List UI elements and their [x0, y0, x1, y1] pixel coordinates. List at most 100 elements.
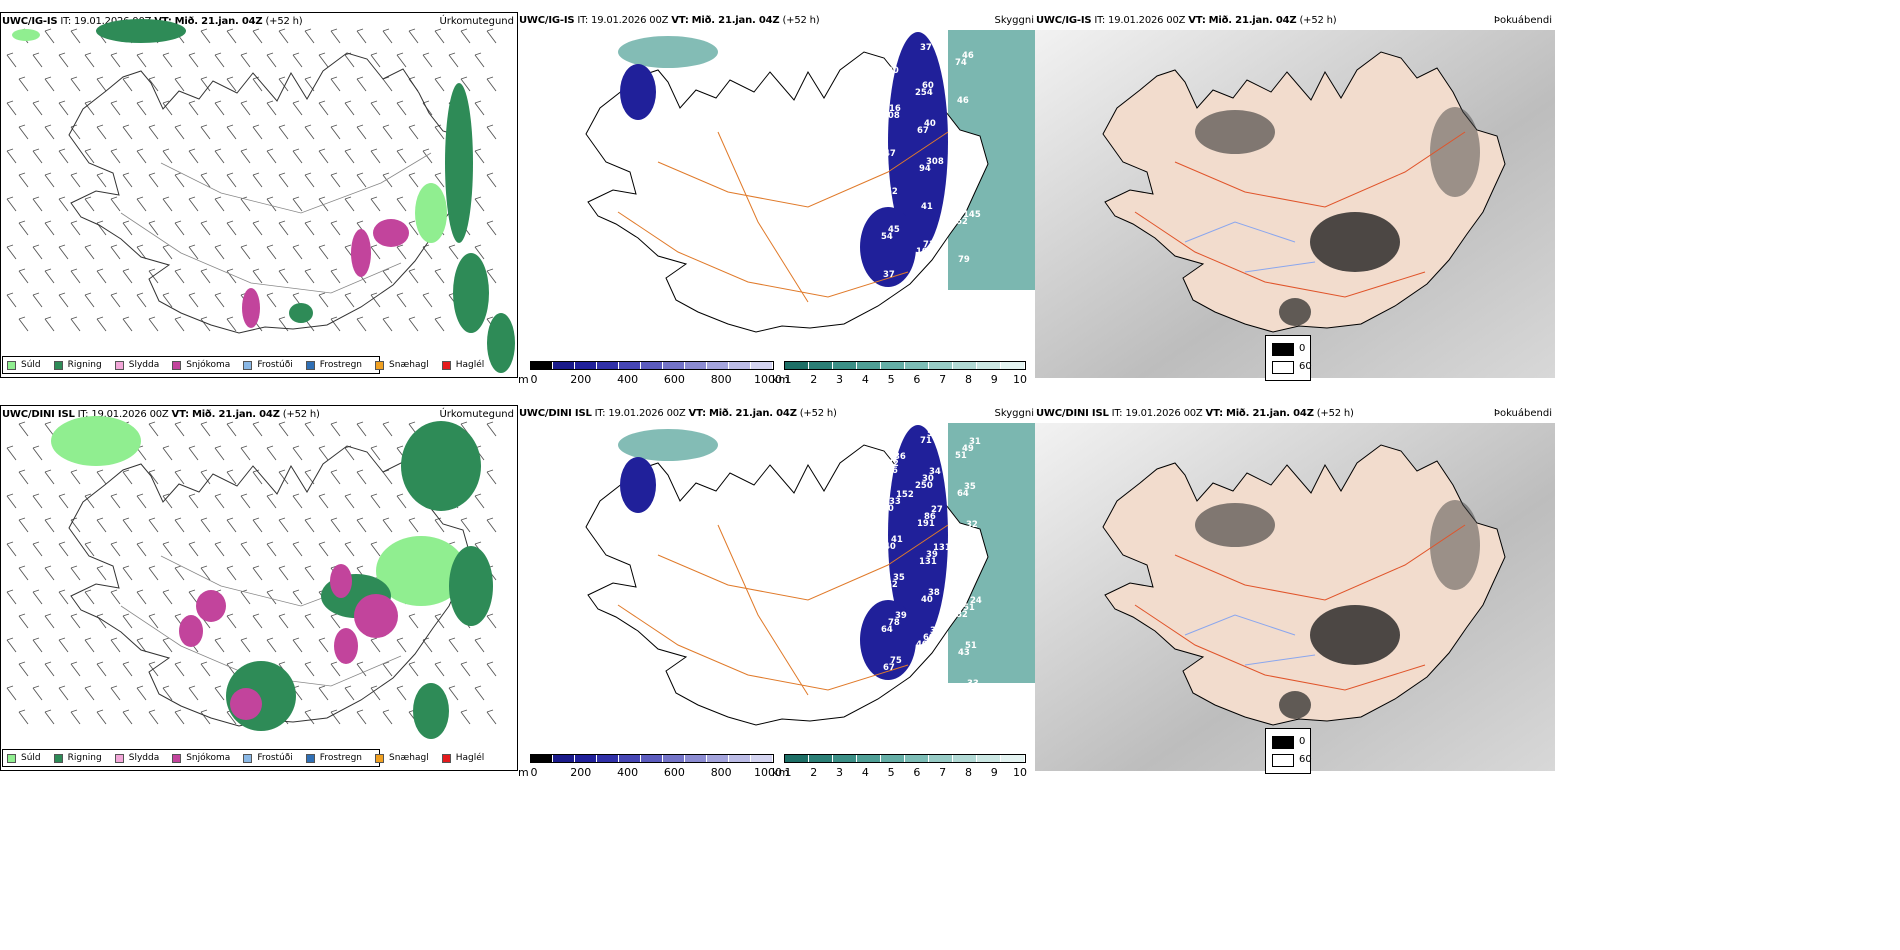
cloud-base-label: 41 [960, 293, 972, 303]
cloud-base-label: 62 [892, 694, 904, 704]
cloud-base-label: 57 [918, 678, 930, 688]
colorbar-tick: 3 [836, 766, 844, 779]
colorbar-cell [729, 755, 751, 762]
cloud-base-label: 774 [953, 300, 971, 310]
panel-title: UWC/DINI ISL IT: 19.01.2026 00Z VT: Mið.… [2, 409, 320, 420]
drizzle-area [415, 183, 447, 243]
colorbar-cell [977, 362, 1001, 369]
cloud-base-label: 33 [889, 497, 901, 507]
colorbar-tick: 200 [570, 766, 592, 779]
road-lines [1134, 131, 1466, 298]
cloud-base-label: 51 [963, 603, 975, 613]
low-cloud-base-area [860, 207, 916, 287]
snowfall-area [351, 229, 371, 277]
colorbar-cell [707, 755, 729, 762]
fog-legend-label: 0 [1299, 736, 1306, 747]
colorbar-cell [857, 362, 881, 369]
legend-swatch [243, 753, 253, 763]
colorbar-cells [784, 754, 1026, 763]
panel-name: Þokuábendi [1493, 408, 1552, 419]
colorbar-tick: 800 [710, 373, 732, 386]
legend-item: Haglél [441, 360, 484, 370]
visibility-colorbar-row1: km 1 2 3 4 5 6 7 8 9 10 [772, 355, 1037, 395]
colorbar-tick: 400 [617, 373, 639, 386]
cloud-base-label: 131 [933, 543, 951, 553]
road-lines [617, 131, 949, 303]
legend-label: Slydda [128, 753, 160, 763]
colorbar-cell [663, 362, 685, 369]
fog-legend-label: 0 [1299, 343, 1306, 354]
colorbar-cell [809, 362, 833, 369]
cloud-base-label: 214 [953, 693, 971, 703]
colorbar-tick: 4 [861, 373, 869, 386]
drizzle-area [376, 536, 466, 606]
colorbar-tick: 9 [990, 766, 998, 779]
legend-label: Snjókoma [186, 360, 231, 370]
cloud-base-label: 67 [883, 663, 895, 673]
cloud-base-label: 75 [890, 656, 902, 666]
cloud-base-label: 37 [883, 270, 895, 280]
cloud-base-label: 40 [921, 595, 933, 605]
colorbar-cell [953, 755, 977, 762]
cloud-base-label: 60 [922, 81, 934, 91]
high-fog-index-area [1195, 110, 1275, 154]
cloud-base-label: 74 [960, 686, 972, 696]
cloud-base-label: 35 [893, 573, 905, 583]
legend-item: Súld [7, 360, 41, 370]
colorbar-unit: km [772, 766, 790, 779]
colorbar-cell [905, 362, 929, 369]
panel-title: UWC/IG-IS IT: 19.01.2026 00Z VT: Mið. 21… [1036, 15, 1337, 26]
cloud-base-label: 308 [926, 157, 944, 167]
low-cloud-base-area [888, 425, 948, 645]
legend-item: Frostúði [243, 753, 293, 763]
cloud-base-label: 41 [921, 202, 933, 212]
cloud-base-label: 62 [968, 558, 980, 568]
colorbar-tick: 5 [887, 373, 895, 386]
cloud-base-label: 36 [885, 308, 897, 318]
colorbar-cell [1001, 755, 1025, 762]
high-fog-index-area [1310, 212, 1400, 272]
legend-swatch [172, 753, 182, 763]
precip-type-legend: Súld Rigning Slydda Snjókoma Frostúði Frostre… [2, 749, 484, 767]
panel-name: Þokuábendi [1493, 15, 1552, 26]
fog-legend-label: 60 [1299, 361, 1312, 372]
cloud-base-label: 83 [961, 565, 973, 575]
colorbar-unit: m [518, 373, 529, 386]
cloud-base-label: 83 [952, 141, 964, 151]
colorbar-tick: 2 [810, 373, 818, 386]
legend-label: Rigning [67, 360, 102, 370]
colorbar-cell [553, 362, 575, 369]
legend-label: Snæhagl [389, 753, 429, 763]
colorbar-cell [531, 755, 553, 762]
legend-item: Rigning [53, 753, 102, 763]
low-cloud-base-area [620, 457, 656, 513]
panel-title: UWC/DINI ISL IT: 19.01.2026 00Z VT: Mið.… [519, 408, 837, 419]
cloud-base-label: 37 [920, 43, 932, 53]
cloud-base-label: 36 [894, 452, 906, 462]
cloud-base-label: 145 [963, 210, 981, 220]
fog-legend-swatch [1272, 343, 1294, 356]
cloud-base-label: 35 [964, 482, 976, 492]
colorbar-tick: 4 [861, 766, 869, 779]
fog-index-map [1035, 423, 1555, 771]
cloud-base-label: 34 [929, 467, 941, 477]
colorbar-cell [751, 755, 773, 762]
rain-area [445, 83, 473, 243]
colorbar-tick: 200 [570, 373, 592, 386]
cloud-base-label: 60 [882, 504, 894, 514]
colorbar-tick: 800 [710, 766, 732, 779]
colorbar-cell [785, 755, 809, 762]
cloud-base-label: 74 [955, 58, 967, 68]
cloud-base-label: 48 [961, 172, 973, 182]
colorbar-tick: 400 [617, 766, 639, 779]
colorbar-cell [833, 362, 857, 369]
cloud-base-label: 43 [958, 648, 970, 658]
cloud-base-label: 158 [878, 35, 896, 45]
fog-legend-swatch [1272, 754, 1294, 767]
colorbar-tick: 3 [836, 373, 844, 386]
iceland-coastline [68, 52, 472, 334]
legend-swatch [7, 753, 16, 763]
cloud-base-labels: 1802503957140214206191836457516013182677… [878, 428, 982, 711]
visibility-cloud-base-map: 158 254 83 40 108 774 67 67 48 54 87 74 108 94 62 37 37 4… [585, 30, 1035, 333]
precip-type-legend: Súld Rigning Slydda Snjókoma Frostúði Frostre… [2, 356, 484, 374]
